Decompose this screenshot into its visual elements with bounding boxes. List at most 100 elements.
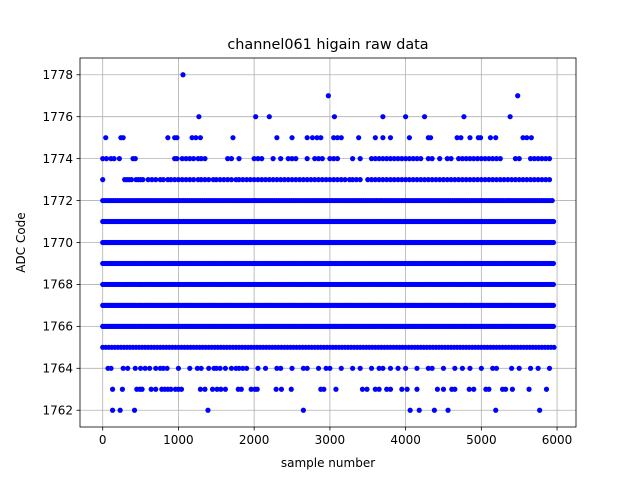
data-point (425, 177, 431, 183)
data-point (395, 156, 401, 162)
y-tick-label: 1762 (42, 404, 73, 418)
data-point (334, 177, 341, 183)
data-point (300, 365, 306, 371)
data-point (331, 156, 337, 162)
data-point (331, 177, 337, 183)
data-point (120, 365, 126, 371)
y-tick-label: 1768 (42, 278, 73, 292)
data-point (414, 156, 420, 162)
data-point (551, 344, 557, 350)
data-point (444, 177, 450, 183)
data-point (251, 156, 257, 162)
data-point (253, 114, 259, 120)
data-point (437, 156, 443, 162)
data-point (300, 177, 306, 183)
data-point (365, 177, 371, 183)
data-point (243, 365, 250, 371)
x-tick-label: 3000 (315, 433, 346, 447)
data-point (194, 365, 200, 371)
data-point (304, 365, 310, 371)
data-point (117, 407, 123, 413)
data-point (452, 177, 458, 183)
data-point (289, 135, 295, 141)
data-point (108, 365, 114, 371)
data-point (145, 177, 151, 183)
data-point (119, 386, 126, 392)
x-axis-ticks: 0 1000 2000 3000 4000 5000 6000 (99, 427, 572, 447)
data-point (501, 177, 507, 183)
data-point (213, 177, 219, 183)
data-point (535, 365, 541, 371)
data-point (183, 177, 189, 183)
data-point (323, 177, 329, 183)
data-point (406, 156, 413, 162)
data-point (238, 386, 244, 392)
data-point (395, 365, 401, 371)
data-point (380, 177, 386, 183)
y-axis-label: ADC Code (14, 212, 28, 272)
data-point (410, 156, 416, 162)
data-point (509, 177, 515, 183)
data-point (418, 156, 424, 162)
data-point (380, 135, 386, 141)
data-point (535, 156, 541, 162)
data-point (493, 156, 500, 162)
data-point (403, 156, 409, 162)
data-point (100, 177, 106, 183)
data-point (304, 156, 310, 162)
data-point (131, 407, 138, 413)
data-point (319, 177, 325, 183)
data-point (454, 135, 460, 141)
data-point (319, 156, 325, 162)
data-point (403, 114, 409, 120)
data-point (434, 386, 441, 392)
data-point (429, 365, 435, 371)
data-point (293, 156, 299, 162)
data-point (391, 156, 397, 162)
data-point (527, 177, 534, 183)
data-point (266, 114, 272, 120)
data-point (387, 365, 394, 371)
data-point (225, 177, 231, 183)
data-point (490, 177, 496, 183)
data-point (456, 156, 462, 162)
data-point (175, 365, 182, 371)
y-tick-label: 1772 (42, 194, 73, 208)
data-point (353, 177, 359, 183)
data-point (137, 365, 144, 371)
data-point (259, 156, 265, 162)
data-point (459, 156, 466, 162)
data-point (445, 407, 451, 413)
data-point (357, 177, 363, 183)
data-point (120, 135, 126, 141)
data-point (315, 177, 322, 183)
data-point (376, 177, 382, 183)
data-point (418, 177, 424, 183)
data-point (384, 156, 390, 162)
data-point (444, 156, 450, 162)
data-point (487, 135, 494, 141)
data-point (293, 177, 299, 183)
data-point (399, 177, 405, 183)
data-point (100, 156, 106, 162)
data-point (225, 156, 231, 162)
data-point (478, 177, 484, 183)
data-point (431, 407, 437, 413)
data-point (236, 177, 242, 183)
data-point (202, 156, 208, 162)
data-point (243, 177, 250, 183)
data-point (543, 386, 550, 392)
data-point (516, 365, 522, 371)
data-point (331, 114, 338, 120)
data-point (515, 93, 521, 99)
data-point (364, 386, 370, 392)
data-point (493, 407, 499, 413)
data-point (505, 177, 511, 183)
data-point (278, 177, 284, 183)
data-point (217, 177, 223, 183)
chart-title: channel061 higain raw data (227, 37, 428, 53)
data-point (218, 386, 224, 392)
data-point (255, 365, 261, 371)
data-point (198, 365, 204, 371)
data-point (478, 365, 484, 371)
